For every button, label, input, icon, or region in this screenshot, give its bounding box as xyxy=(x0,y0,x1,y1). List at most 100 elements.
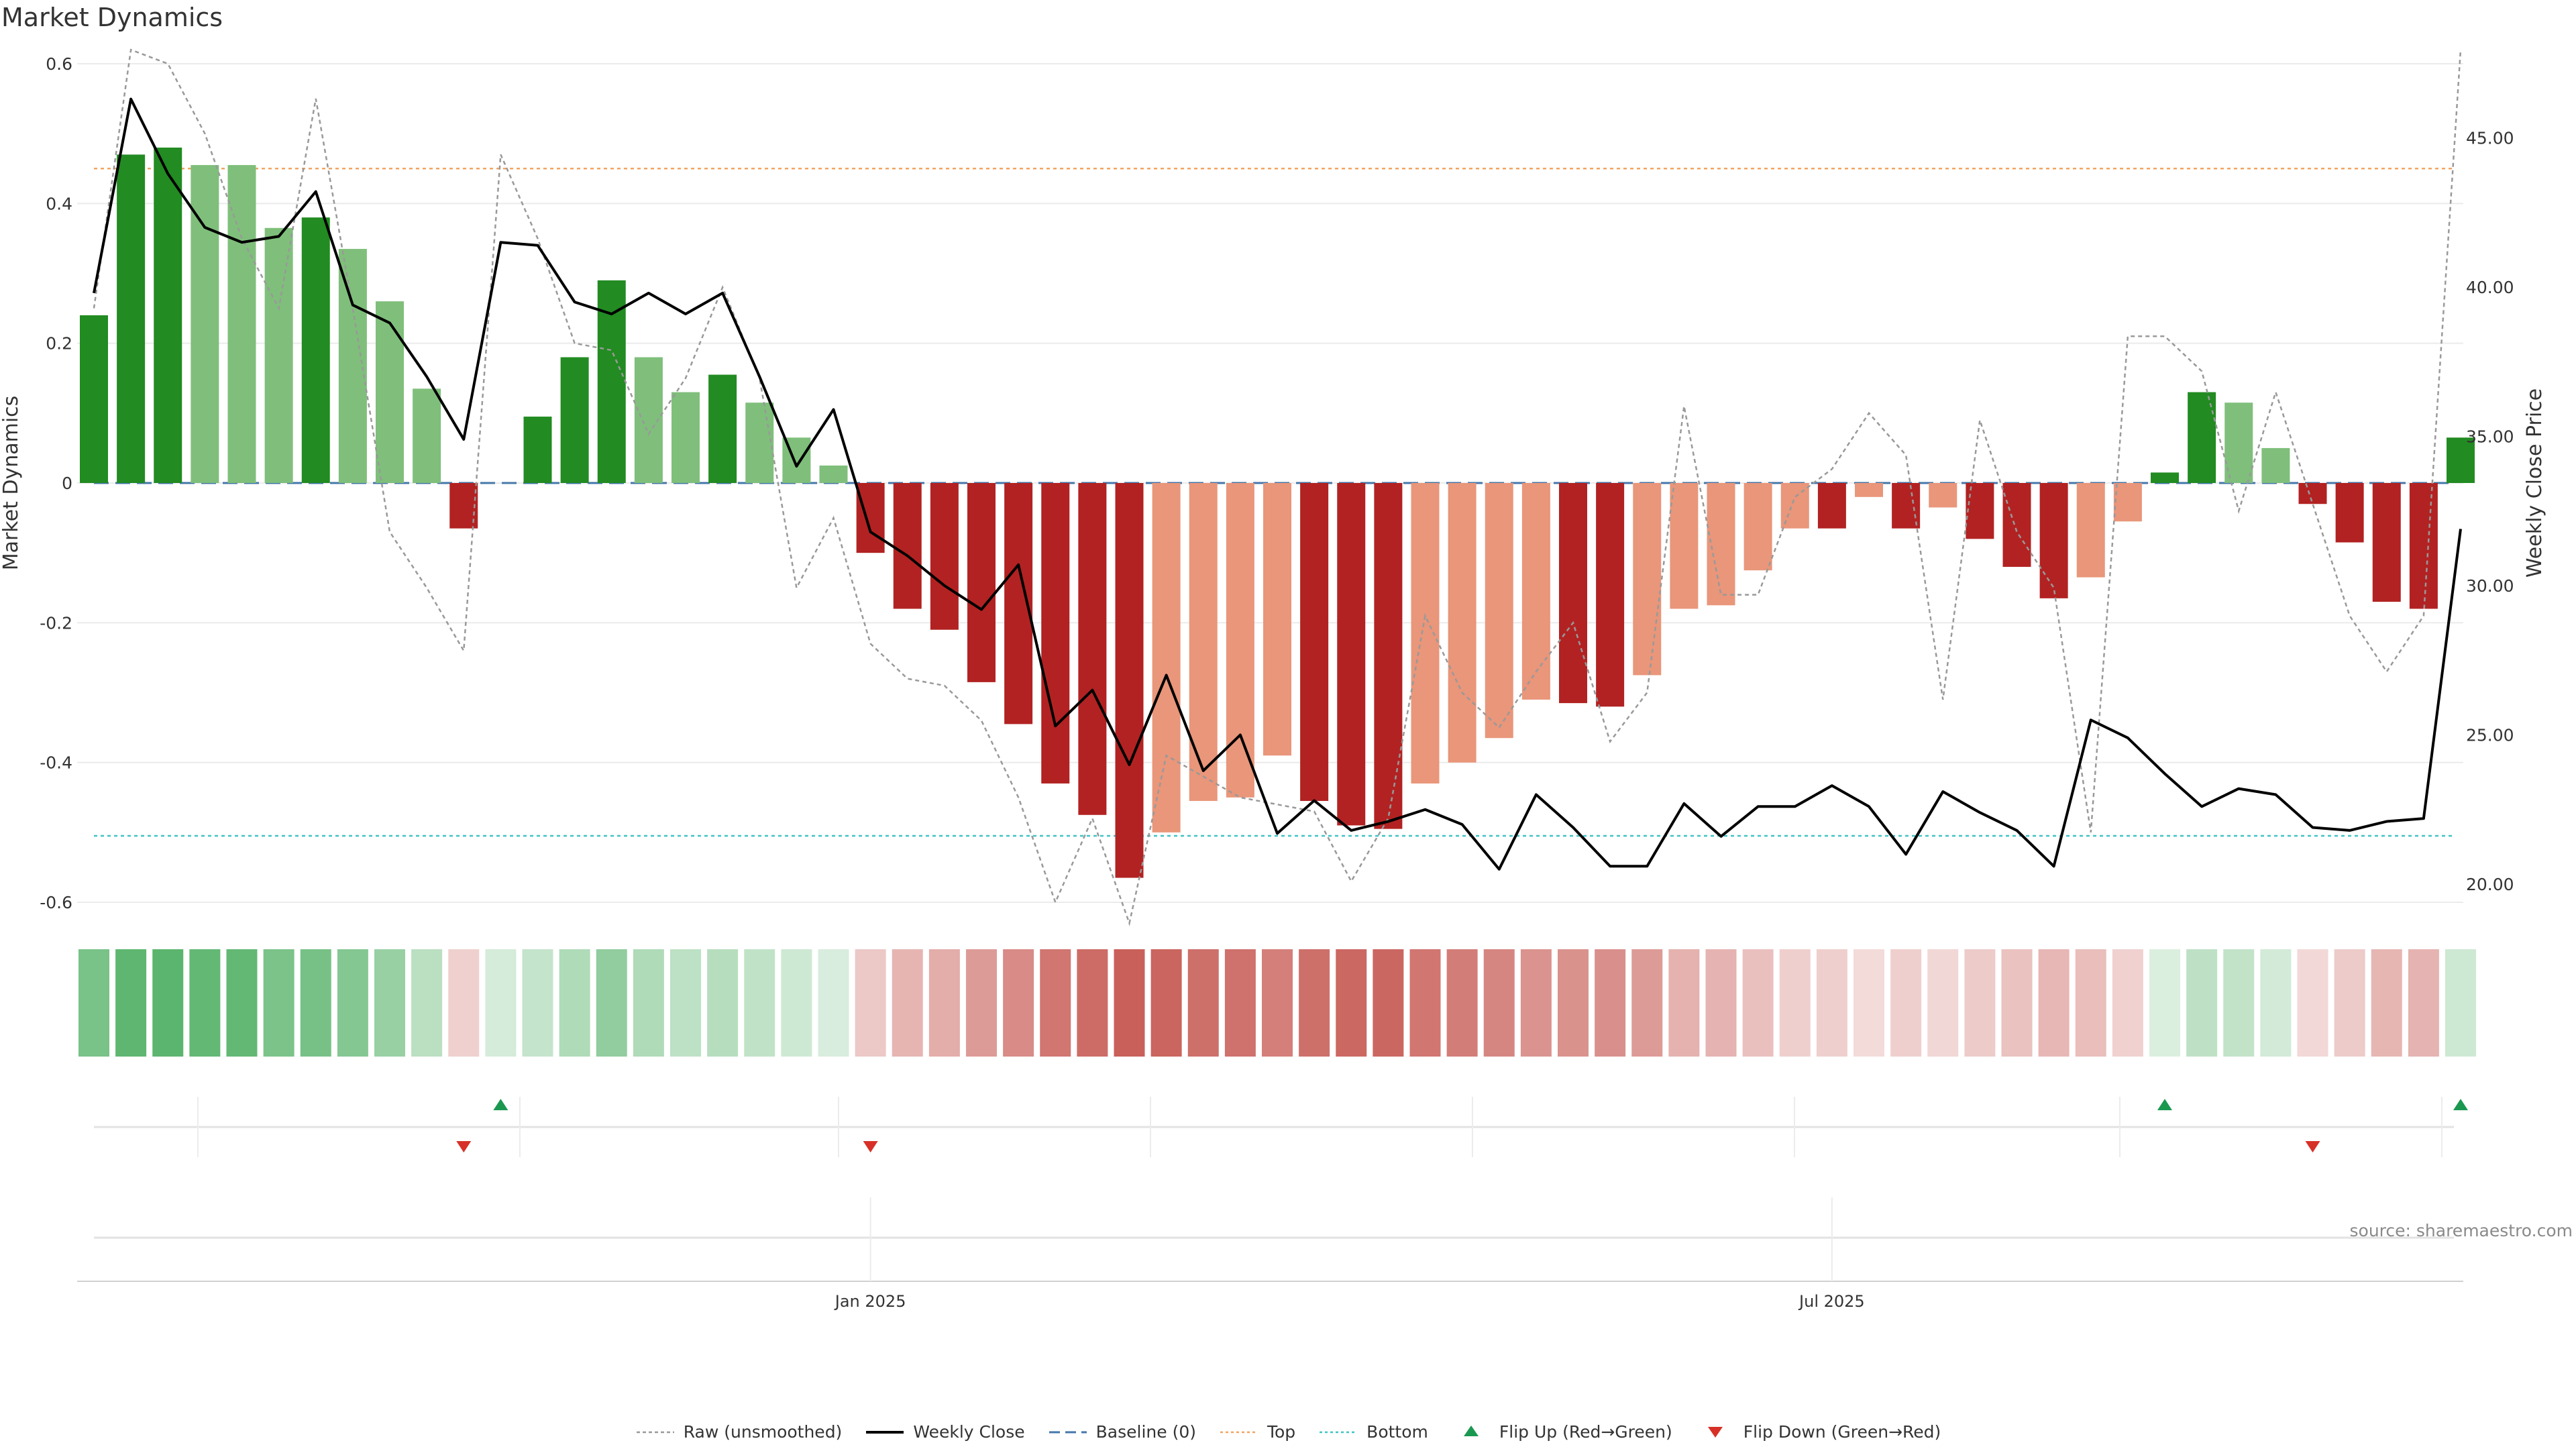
heatmap-cell xyxy=(2223,949,2255,1057)
heatmap-cell xyxy=(2334,949,2365,1057)
heatmap-cell xyxy=(1373,949,1404,1057)
heatmap-cell xyxy=(1224,949,1256,1057)
heatmap-cell xyxy=(1077,949,1108,1057)
legend-label: Flip Up (Red→Green) xyxy=(1499,1422,1672,1442)
legend-swatch xyxy=(1707,1426,1723,1438)
heatmap-cell xyxy=(1854,949,1884,1057)
momentum-bar xyxy=(2298,483,2327,504)
momentum-bar xyxy=(264,227,293,483)
heatmap-cell xyxy=(892,949,923,1057)
heatmap-cell xyxy=(1262,949,1293,1057)
momentum-bar xyxy=(1855,483,1883,497)
heatmap-cell xyxy=(1558,949,1589,1057)
momentum-bar xyxy=(893,483,922,609)
flip-up-marker xyxy=(2453,1099,2468,1110)
heatmap-cell xyxy=(781,949,812,1057)
heatmap-cell xyxy=(1595,949,1626,1057)
y2-tick-label: 20.00 xyxy=(2466,875,2514,894)
legend-label: Top xyxy=(1267,1422,1296,1442)
momentum-bar xyxy=(227,165,256,483)
momentum-bar xyxy=(154,148,182,483)
heatmap-cell xyxy=(928,949,960,1057)
series-lines xyxy=(93,48,2462,926)
legend-item-weekly-close: Weekly Close xyxy=(865,1422,1025,1442)
heatmap-cell xyxy=(707,949,739,1057)
heatmap-cell xyxy=(1187,949,1219,1057)
source-note: source: sharemaestro.com xyxy=(2349,1221,2573,1240)
heatmap-cell xyxy=(1816,949,1847,1057)
heatmap-cell xyxy=(374,949,405,1057)
legend: Raw (unsmoothed) Weekly Close Baseline (0)… xyxy=(0,1422,2576,1442)
heatmap-cell xyxy=(411,949,443,1057)
momentum-bar xyxy=(376,301,404,483)
chart-title: Market Dynamics xyxy=(1,3,223,32)
momentum-bar xyxy=(2261,447,2290,483)
heatmap-cell xyxy=(818,949,849,1057)
heatmap-cell xyxy=(1668,949,1700,1057)
y2-tick-label: 30.00 xyxy=(2466,576,2514,596)
y2-axis-label: Weekly Close Price xyxy=(2523,388,2546,578)
y-tick-label: -0.4 xyxy=(40,753,72,773)
heatmap-cell xyxy=(1150,949,1182,1057)
heatmap-cell xyxy=(115,949,147,1057)
heatmap-cell xyxy=(2001,949,2033,1057)
heatmap-cell xyxy=(1742,949,1774,1057)
momentum-bar xyxy=(2224,402,2253,483)
legend-swatch xyxy=(1220,1431,1258,1433)
heatmap-cell xyxy=(1779,949,1811,1057)
momentum-bar xyxy=(1743,483,1772,571)
heatmap-cell xyxy=(2445,949,2476,1057)
y-tick-label: 0 xyxy=(62,474,72,493)
x-tick-label: Jul 2025 xyxy=(1798,1292,1865,1311)
heatmap-strip xyxy=(78,949,2476,1057)
weekly-close-line xyxy=(93,97,2462,871)
momentum-bar xyxy=(560,357,589,483)
momentum-bar xyxy=(80,315,108,483)
flip-up-marker xyxy=(2157,1099,2172,1110)
momentum-bar xyxy=(117,154,146,483)
heatmap-cell xyxy=(2260,949,2292,1057)
y2-tick-label: 45.00 xyxy=(2466,129,2514,148)
momentum-bar xyxy=(1596,483,1625,707)
momentum-bar xyxy=(708,374,737,483)
heatmap-cell xyxy=(263,949,294,1057)
heatmap-cell xyxy=(633,949,664,1057)
legend-item-top: Top xyxy=(1219,1422,1295,1442)
legend-item-bottom: Bottom xyxy=(1318,1422,1428,1442)
y2-tick-label: 40.00 xyxy=(2466,278,2514,297)
heatmap-cell xyxy=(2297,949,2328,1057)
heatmap-cell xyxy=(1890,949,1922,1057)
momentum-bar xyxy=(2002,483,2031,567)
heatmap-cell xyxy=(1631,949,1663,1057)
y-tick-label: -0.2 xyxy=(40,613,72,633)
heatmap-cell xyxy=(1114,949,1145,1057)
momentum-bar xyxy=(1966,483,1994,539)
heatmap-cell xyxy=(670,949,701,1057)
heatmap-cell xyxy=(966,949,997,1057)
momentum-bar xyxy=(2447,437,2475,483)
heatmap-cell xyxy=(78,949,109,1057)
momentum-bar xyxy=(338,249,367,483)
heatmap-cell xyxy=(485,949,517,1057)
momentum-bar xyxy=(1929,483,1957,508)
legend-label: Flip Down (Green→Red) xyxy=(1743,1422,1941,1442)
legend-label: Raw (unsmoothed) xyxy=(683,1422,843,1442)
momentum-bar xyxy=(1189,483,1218,801)
y2-tick-label: 35.00 xyxy=(2466,427,2514,447)
heatmap-cell xyxy=(596,949,627,1057)
momentum-bar xyxy=(2188,392,2216,483)
heatmap-cell xyxy=(2112,949,2143,1057)
heatmap-cell xyxy=(2075,949,2106,1057)
momentum-bar xyxy=(1152,483,1181,833)
momentum-bar xyxy=(2113,483,2142,522)
legend-swatch xyxy=(1049,1431,1087,1433)
heatmap-cell xyxy=(189,949,221,1057)
heatmap-cell xyxy=(1520,949,1552,1057)
flip-markers xyxy=(94,1097,2468,1157)
momentum-bar xyxy=(1115,483,1144,878)
heatmap-cell xyxy=(1040,949,1071,1057)
heatmap-cell xyxy=(1409,949,1441,1057)
legend-label: Baseline (0) xyxy=(1095,1422,1196,1442)
y-tick-label: 0.4 xyxy=(46,194,72,213)
